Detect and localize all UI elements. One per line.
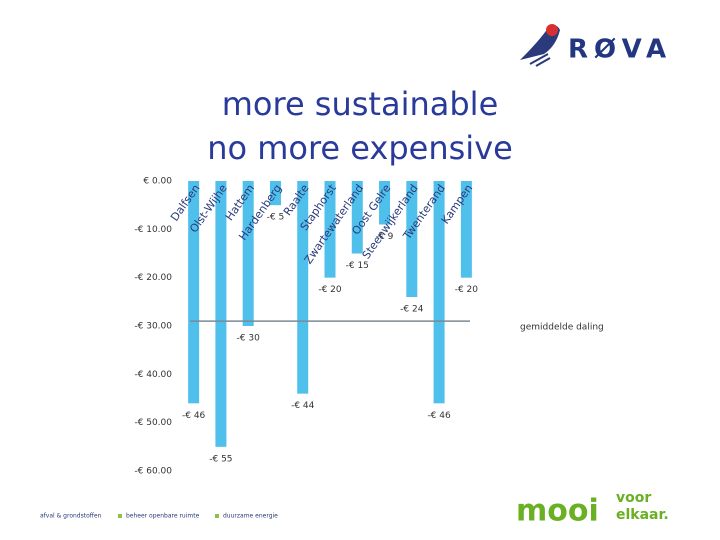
bar [460,181,472,278]
footer-item: beheer openbare ruimte [126,513,200,520]
logo-bird [520,24,560,67]
y-tick-label: -€ 40.00 [134,370,172,380]
footer-item: afval & grondstoffen [40,513,102,520]
bar [324,181,336,278]
value-label: -€ 20 [318,285,342,295]
bar [433,181,445,404]
bird-head [546,24,558,36]
footer-bullet [215,514,219,518]
bird-tail [529,53,551,67]
y-tick-label: -€ 50.00 [134,418,172,428]
y-tick-label: € 0.00 [143,177,172,187]
value-label: -€ 24 [400,305,424,315]
brand-tail: elkaar. [616,507,669,523]
y-tick-label: -€ 60.00 [134,467,172,477]
brand-tail: voor [616,490,651,506]
value-label: -€ 30 [237,334,261,344]
bar [297,181,309,394]
brand: mooi [516,494,599,529]
y-tick-label: -€ 20.00 [134,273,172,283]
bar [351,181,363,254]
bar [215,181,227,447]
value-label: -€ 55 [209,454,232,464]
footer-bullet [118,514,122,518]
reference-label: gemiddelde daling [520,323,604,333]
value-label: -€ 5 [267,213,285,223]
bar [406,181,418,297]
value-label: -€ 9 [376,232,394,242]
bar [242,181,254,326]
value-label: -€ 20 [455,285,479,295]
value-label: -€ 44 [291,401,315,411]
y-tick-label: -€ 10.00 [134,225,172,235]
value-label: -€ 15 [346,261,369,271]
y-tick-label: -€ 30.00 [134,322,172,332]
bar [188,181,200,404]
value-label: -€ 46 [427,411,451,421]
logo-text: RØVA [568,35,672,65]
chart-title: no more expensive [207,129,513,167]
chart-title: more sustainable [222,85,499,123]
value-label: -€ 46 [182,411,206,421]
bar [379,181,391,225]
footer-item: duurzame energie [223,513,278,520]
bar [269,181,281,206]
